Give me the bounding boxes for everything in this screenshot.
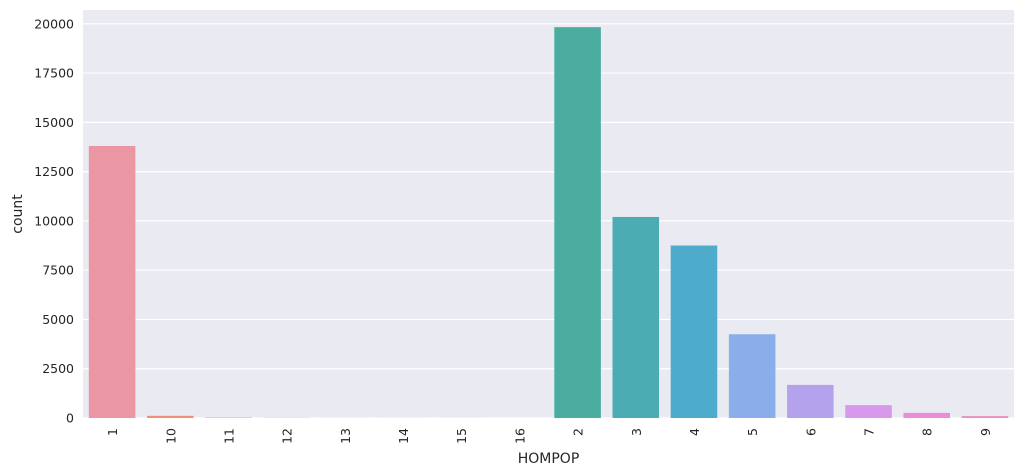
x-tick-label: 11 — [221, 428, 236, 444]
x-axis-label: HOMPOP — [518, 451, 580, 467]
x-tick-label: 1 — [105, 428, 120, 436]
bar-10 — [147, 415, 194, 418]
bar-5 — [728, 334, 776, 418]
bar-9 — [961, 416, 1009, 418]
plot-background — [83, 10, 1014, 418]
x-tick-label: 5 — [745, 428, 760, 436]
bar-3 — [612, 216, 660, 418]
y-tick-labels: 0 2500 5000 7500 10000 12500 15000 17500 20000 — [34, 16, 74, 425]
y-tick-label: 17500 — [34, 66, 74, 81]
x-tick-label: 10 — [163, 428, 178, 444]
x-tick-label: 7 — [862, 428, 877, 436]
x-tick-label: 4 — [687, 428, 702, 436]
y-tick-label: 10000 — [34, 213, 74, 228]
y-axis-label: count — [10, 194, 26, 234]
y-tick-label: 0 — [66, 411, 74, 426]
bar-2 — [554, 27, 601, 418]
y-tick-label: 2500 — [42, 361, 74, 376]
bar-4 — [670, 245, 718, 418]
bar-6 — [787, 384, 834, 418]
y-tick-label: 7500 — [42, 263, 74, 278]
y-tick-label: 20000 — [34, 16, 74, 31]
bar-7 — [845, 405, 892, 418]
y-tick-label: 15000 — [34, 115, 74, 130]
x-tick-label: 16 — [512, 428, 527, 444]
bars — [88, 27, 1009, 418]
x-tick-label: 14 — [396, 428, 411, 444]
y-tick-label: 12500 — [34, 164, 74, 179]
x-tick-label: 13 — [338, 428, 353, 444]
x-tick-label: 2 — [571, 428, 586, 436]
x-tick-label: 6 — [803, 428, 818, 436]
y-tick-label: 5000 — [42, 312, 74, 327]
grid-lines — [83, 23, 1014, 419]
bar-8 — [903, 412, 950, 418]
x-tick-label: 3 — [629, 428, 644, 436]
x-tick-label: 15 — [454, 428, 469, 444]
x-tick-label: 8 — [920, 428, 935, 436]
x-tick-label: 12 — [280, 428, 295, 444]
bar-1 — [88, 146, 136, 418]
x-tick-labels: 1 10 11 12 13 14 15 16 2 3 4 5 6 7 8 9 — [105, 428, 993, 444]
x-tick-label: 9 — [978, 428, 993, 436]
